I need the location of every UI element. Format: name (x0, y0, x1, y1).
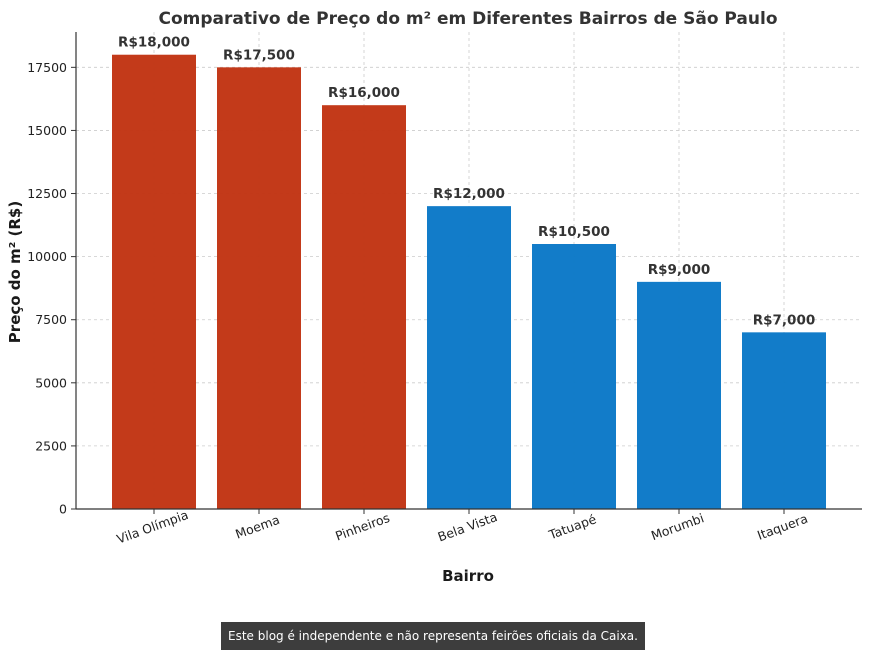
chart-title: Comparativo de Preço do m² em Diferentes… (159, 9, 778, 29)
y-tick-label: 5000 (35, 375, 67, 390)
bar (322, 105, 406, 509)
x-axis-label: Bairro (442, 567, 494, 585)
y-tick-label: 17500 (27, 60, 67, 75)
bar (112, 54, 196, 509)
bar (637, 281, 721, 509)
y-tick-label: 10000 (27, 249, 67, 264)
bar-value-label: R$9,000 (648, 262, 711, 278)
disclaimer-banner: Este blog é independente e não represent… (221, 622, 645, 650)
x-tick-label: Bela Vista (436, 509, 500, 544)
x-tick-label: Vila Olímpia (115, 507, 191, 547)
y-tick-label: 0 (59, 502, 67, 517)
bar-value-label: R$16,000 (328, 85, 400, 101)
bar-value-label: R$18,000 (118, 35, 190, 51)
bar (742, 332, 826, 509)
y-tick-label: 7500 (35, 312, 67, 327)
data-labels: R$18,000 R$17,500 R$16,000 R$12,000 R$10,500… (118, 35, 815, 329)
bar (427, 206, 511, 509)
y-axis-label: Preço do m² (R$) (6, 201, 24, 343)
x-tick-label: Pinheiros (333, 510, 391, 544)
bar-value-label: R$7,000 (753, 312, 816, 328)
bar-value-label: R$17,500 (223, 47, 295, 63)
y-tick-label: 15000 (27, 123, 67, 138)
x-tick-label: Itaquera (755, 511, 810, 543)
bar-value-label: R$12,000 (433, 186, 505, 202)
x-tick-labels: Vila Olímpia Moema Pinheiros Bela Vista Tatu… (115, 507, 810, 547)
bar (532, 244, 616, 509)
y-tick-labels: 0 2500 5000 7500 10000 12500 15000 17500 (27, 60, 76, 517)
x-tick-label: Tatuapé (546, 511, 599, 542)
bars (112, 54, 826, 509)
x-tick-label: Moema (233, 512, 281, 542)
y-tick-label: 12500 (27, 186, 67, 201)
bar-value-label: R$10,500 (538, 224, 610, 240)
x-tick-label: Morumbi (649, 510, 706, 543)
bar (217, 67, 301, 509)
y-tick-label: 2500 (35, 438, 67, 453)
